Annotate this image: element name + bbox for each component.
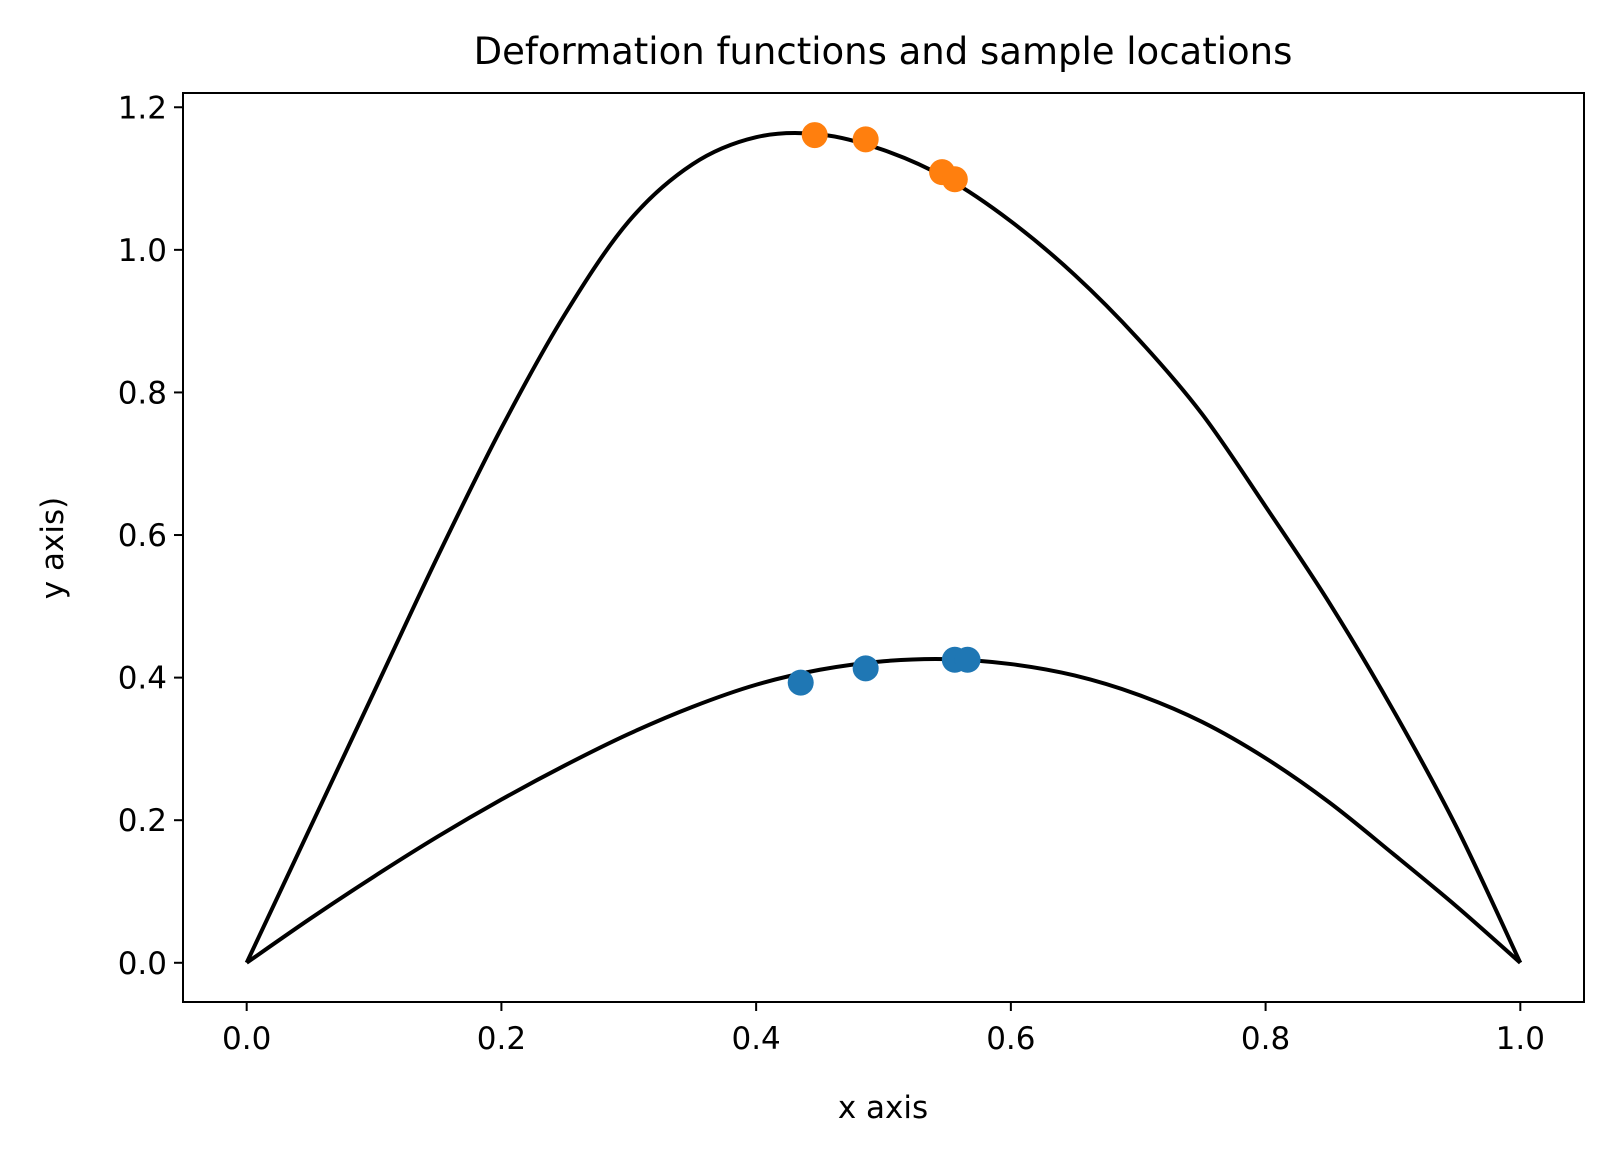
x-tick-label: 0.8 xyxy=(1241,1021,1290,1057)
y-tick-label: 1.0 xyxy=(118,233,167,269)
plot-area xyxy=(244,122,1523,965)
sample-point-2-4 xyxy=(941,166,968,193)
curve-line-1 xyxy=(245,656,1522,965)
y-tick-label: 0.2 xyxy=(118,803,167,839)
y-tick-label: 1.2 xyxy=(118,90,167,126)
y-tick-label: 0.8 xyxy=(118,375,167,411)
chart-title: Deformation functions and sample locatio… xyxy=(474,30,1293,73)
x-tick-label: 0.4 xyxy=(731,1021,780,1057)
sample-point-2-1 xyxy=(801,122,828,149)
y-tick-label: 0.4 xyxy=(118,661,167,697)
y-axis: 0.0 0.2 0.4 0.6 0.8 1.0 1.2 xyxy=(118,90,183,982)
x-tick-label: 0.2 xyxy=(477,1021,526,1057)
x-tick-label: 0.0 xyxy=(222,1021,271,1057)
plot-frame xyxy=(182,92,1585,1003)
sample-point-2-2 xyxy=(852,126,879,153)
y-tick-label: 0.0 xyxy=(118,946,167,982)
x-axis-label: x axis xyxy=(838,1090,928,1126)
y-tick-label: 0.6 xyxy=(118,518,167,554)
x-tick-label: 1.0 xyxy=(1496,1021,1545,1057)
x-tick-label: 0.6 xyxy=(986,1021,1035,1057)
sample-point-1-4 xyxy=(954,646,981,673)
y-axis-label: y axis) xyxy=(35,497,71,599)
sample-point-1-1 xyxy=(787,669,814,696)
curve-line-2 xyxy=(244,131,1523,964)
sample-point-1-2 xyxy=(852,655,879,682)
x-axis: 0.0 0.2 0.4 0.6 0.8 1.0 xyxy=(222,1002,1545,1057)
